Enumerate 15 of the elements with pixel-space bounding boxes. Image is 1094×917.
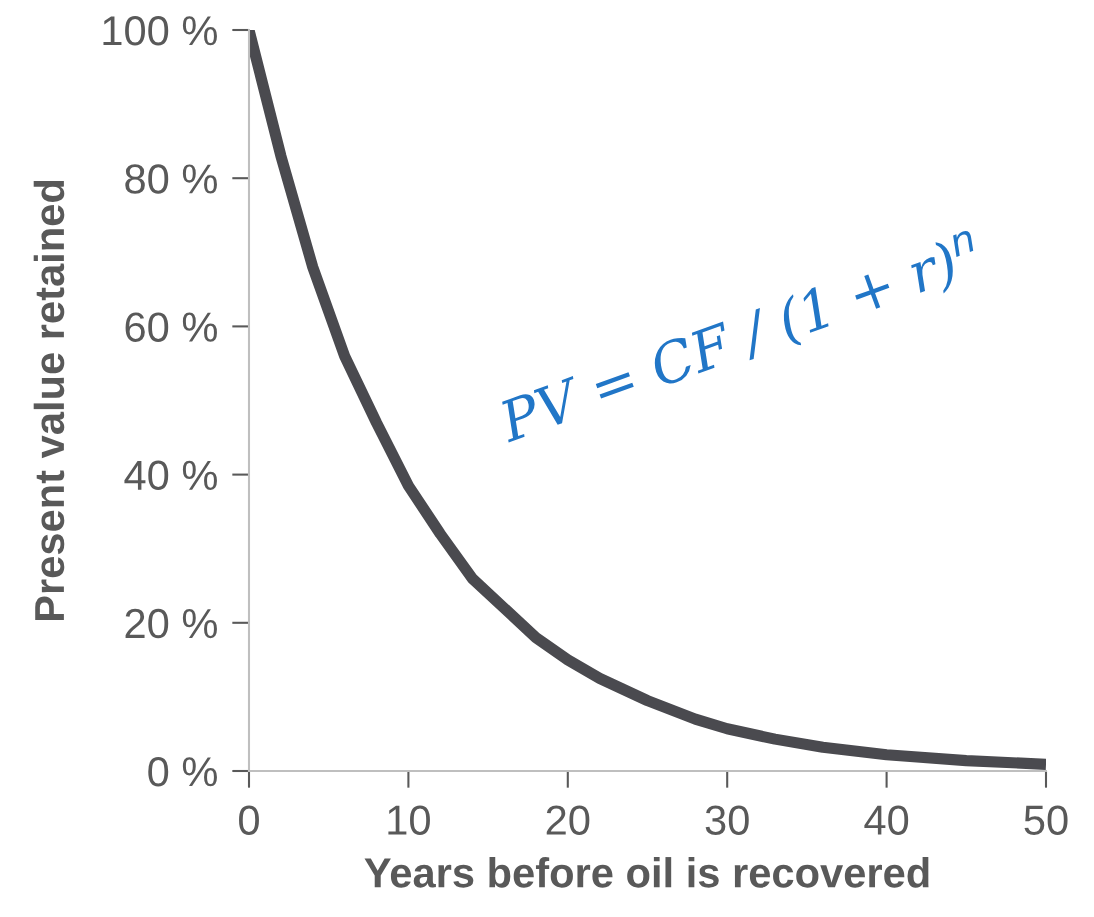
annotation: PV = CF / (1 + r)$^{n}$ [493,229,987,451]
y-tick-label: 40 % [124,460,217,491]
x-tick-label: 0 [239,805,259,835]
x-tick-label: 10 [388,805,430,835]
y-tick-label: 0 % [148,757,217,787]
x-tick-label: 30 [705,805,749,835]
y-tick-label: 60 % [125,312,217,342]
x-tick-label: 50 [1024,805,1068,835]
y-tick-label: 100 % [103,16,217,46]
x-tick-label: 40 [864,805,909,835]
y-tick-label: 20 % [125,608,217,639]
x-tick-label: 20 [546,805,590,835]
y-axis-title: Present value retained [33,180,65,621]
y-tick-label: 80 % [125,164,217,194]
x-axis-title: Years before oil is recovered [364,857,929,888]
